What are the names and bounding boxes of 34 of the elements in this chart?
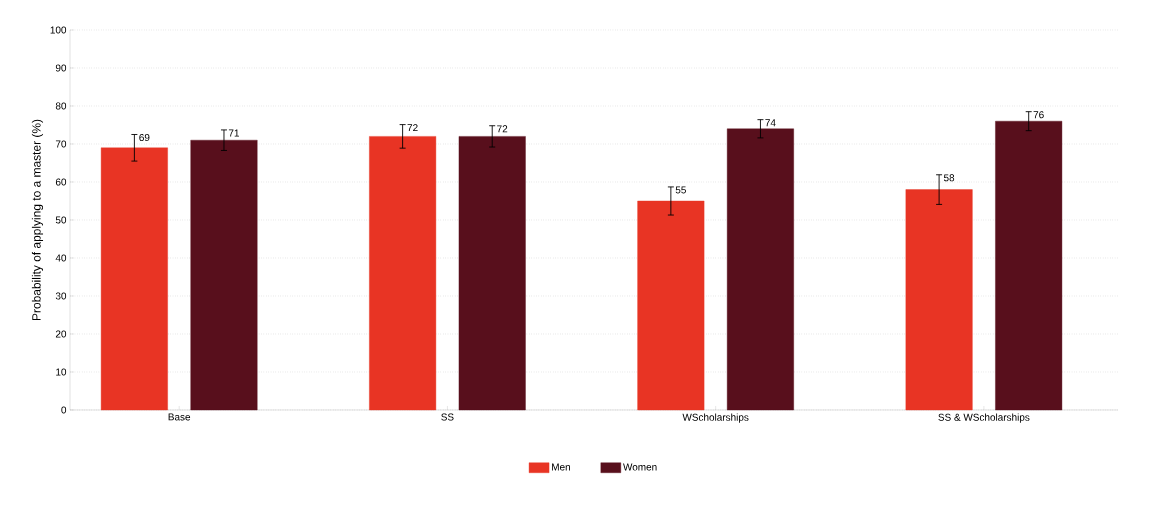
x-tick-label: SS [441,413,454,421]
y-axis-title: Probability of applying to a master (%) [31,119,44,320]
x-tick-label: Base [168,413,191,421]
data-label: 74 [765,119,776,127]
bar [905,189,973,411]
data-label: 55 [675,186,686,194]
y-tick-label: 90 [55,64,67,72]
y-tick-label: 40 [55,254,67,262]
data-label: 72 [497,125,508,133]
y-tick-label: 50 [55,216,67,224]
y-tick-label: 20 [55,330,67,338]
y-tick-label: 30 [55,292,67,300]
y-tick-label: 60 [55,178,67,186]
y-tick-label: 10 [56,368,67,376]
legend-label: Women [623,463,657,471]
y-tick-label: 0 [61,406,67,414]
data-label: 69 [139,134,150,142]
y-tick-label: 80 [55,102,67,110]
data-label: 76 [1033,111,1044,119]
y-tick-label: 70 [55,140,67,148]
data-label: 71 [228,129,239,137]
bar [995,120,1063,411]
bar [458,136,526,411]
bar [100,147,168,411]
bar [637,200,705,411]
data-label: 72 [407,124,418,132]
bar [190,139,258,411]
y-tick-label: 100 [50,26,67,34]
bar [726,128,794,411]
data-label: 58 [943,174,955,182]
x-tick-label: WScholarships [682,413,749,423]
x-tick-label: SS & WScholarships [938,413,1030,423]
bar [369,136,437,411]
legend-label: Men [552,463,570,471]
